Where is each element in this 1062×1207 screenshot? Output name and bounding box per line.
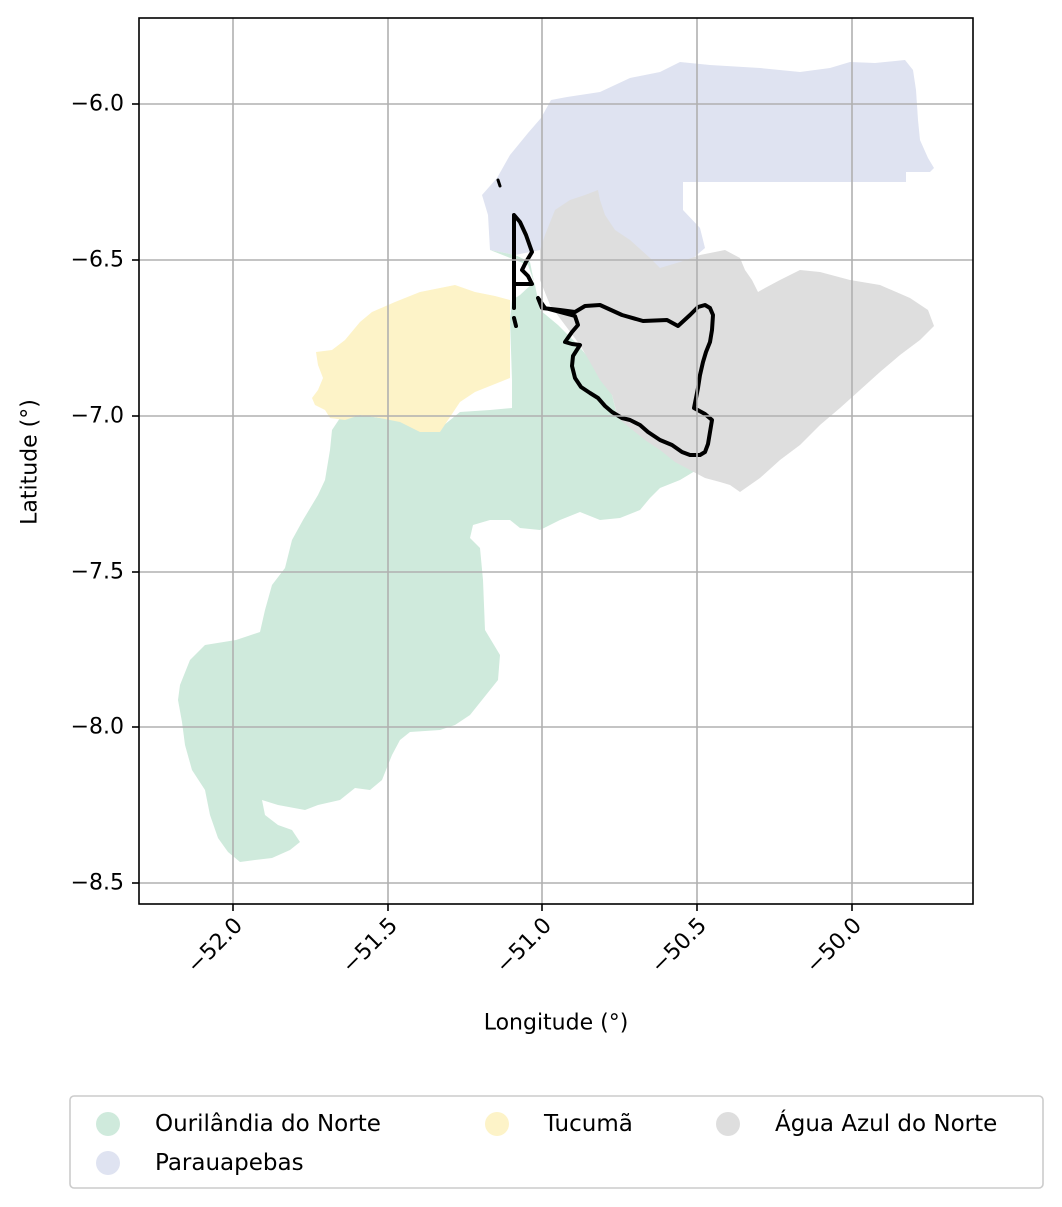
y-tick-label: −6.0 xyxy=(71,92,124,117)
legend-label-ourilandia-do-norte: Ourilândia do Norte xyxy=(155,1111,381,1137)
y-tick-label: −6.5 xyxy=(71,248,124,273)
x-tick-label: −52.0 xyxy=(182,913,247,978)
legend-swatch-ourilandia-do-norte xyxy=(96,1112,120,1136)
y-axis-title: Latitude (°) xyxy=(18,399,43,525)
x-tick-labels: −52.0 −51.5 −51.0 −50.5 −50.0 xyxy=(182,913,866,978)
y-tick-label: −8.0 xyxy=(71,715,124,740)
map-regions xyxy=(178,60,934,862)
y-tick-label: −7.0 xyxy=(71,404,124,429)
grid xyxy=(139,18,973,904)
study-area-outline xyxy=(496,178,715,457)
study-area-boundary xyxy=(496,178,502,188)
tick-marks xyxy=(132,103,853,911)
x-tick-label: −50.0 xyxy=(801,913,866,978)
y-tick-labels: −6.0 −6.5 −7.0 −7.5 −8.0 −8.5 xyxy=(71,92,124,896)
legend-frame xyxy=(69,1095,1044,1189)
legend: Ourilândia do Norte Parauapebas Tucumã Á… xyxy=(69,1095,1044,1189)
study-area-boundary xyxy=(512,282,518,328)
legend-swatch-parauapebas xyxy=(96,1151,120,1175)
x-tick-label: −51.5 xyxy=(337,913,402,978)
x-axis-title: Longitude (°) xyxy=(484,1011,629,1036)
y-tick-label: −8.5 xyxy=(71,871,124,896)
legend-swatch-tucuma xyxy=(485,1112,509,1136)
axes-frame xyxy=(138,17,974,905)
region-tucuma xyxy=(312,285,510,432)
legend-label-agua-azul-do-norte: Água Azul do Norte xyxy=(775,1109,997,1137)
legend-label-tucuma: Tucumã xyxy=(543,1111,633,1137)
legend-swatch-agua-azul-do-norte xyxy=(716,1112,740,1136)
x-tick-label: −50.5 xyxy=(646,913,711,978)
study-area-boundary xyxy=(512,213,534,286)
y-tick-label: −7.5 xyxy=(71,560,124,585)
legend-label-parauapebas: Parauapebas xyxy=(155,1150,304,1176)
region-ourilandia-do-norte xyxy=(178,250,700,862)
study-area-boundary xyxy=(536,296,715,457)
x-tick-label: −51.0 xyxy=(491,913,556,978)
